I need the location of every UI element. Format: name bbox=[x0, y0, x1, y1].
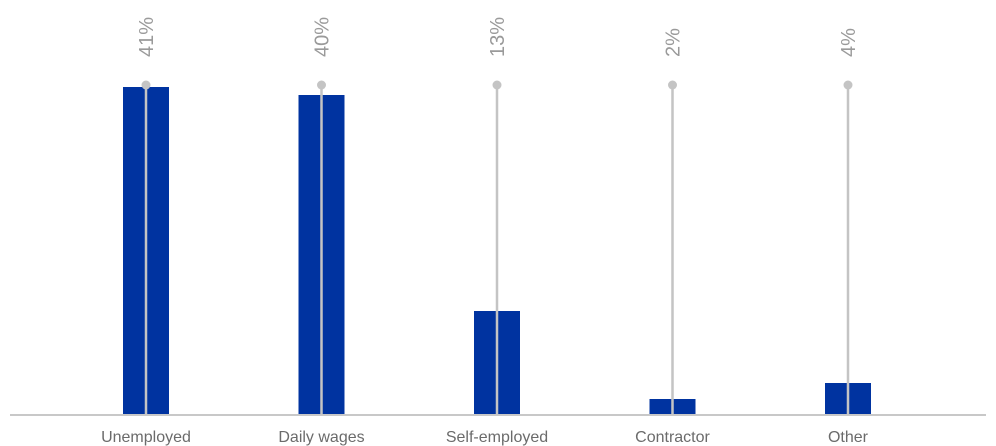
category-label: Unemployed bbox=[101, 429, 191, 446]
stem-dot bbox=[492, 80, 502, 90]
stem-dot bbox=[668, 80, 677, 90]
value-label: 40% bbox=[312, 17, 334, 57]
stem-dot bbox=[317, 80, 326, 90]
stem-dot bbox=[141, 80, 151, 90]
category-label: Daily wages bbox=[278, 429, 364, 446]
category-label: Contractor bbox=[635, 429, 710, 446]
labels-group: 41% Unemployed 40% Daily wages 13% Self-emplo… bbox=[101, 17, 869, 446]
value-label: 13% bbox=[487, 17, 509, 57]
value-label: 2% bbox=[663, 28, 685, 57]
category-label: Other bbox=[828, 429, 869, 446]
value-label: 4% bbox=[838, 28, 860, 57]
category-label: Self-employed bbox=[446, 429, 548, 446]
stem-dot bbox=[843, 80, 853, 90]
value-label: 41% bbox=[136, 17, 158, 57]
stems-group bbox=[141, 80, 853, 415]
